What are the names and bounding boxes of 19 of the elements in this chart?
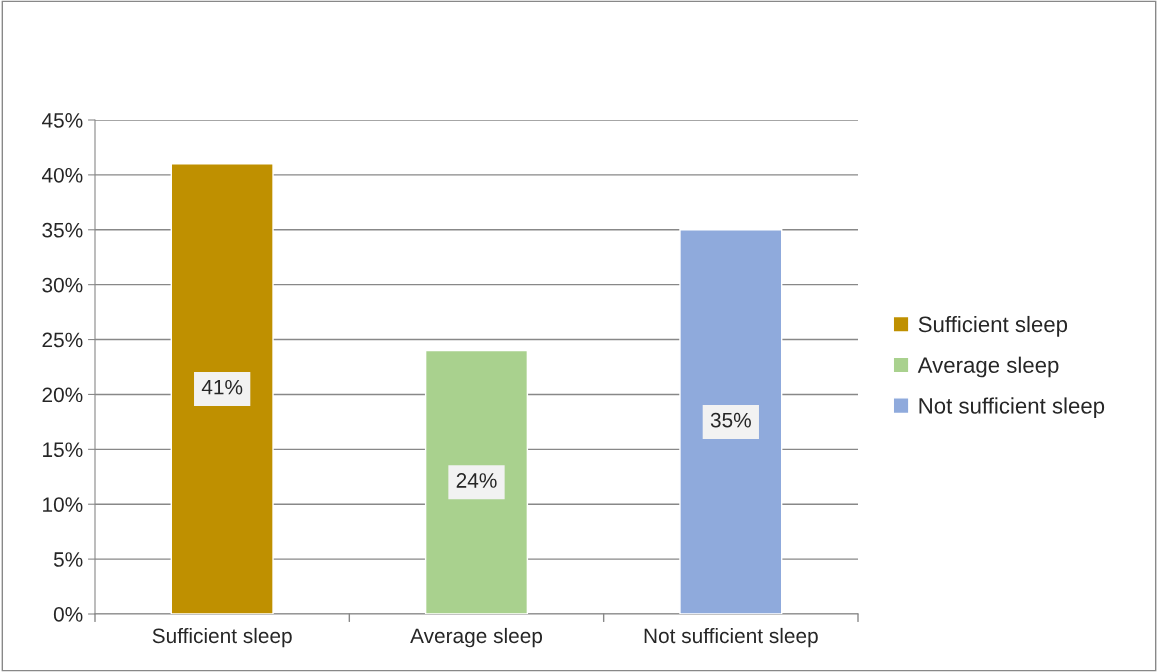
y-tick-label: 20% — [42, 387, 83, 403]
y-tick-label: 0% — [53, 607, 83, 622]
data-label: 41% — [201, 379, 243, 395]
x-tick-label: Sufficient sleep — [152, 627, 292, 648]
data-label: 35% — [710, 412, 751, 428]
y-tick-label: 45% — [41, 113, 83, 128]
legend-label: Average sleep — [917, 356, 1059, 378]
y-tick-label: 30% — [42, 277, 83, 293]
x-tick-label: Average sleep — [410, 627, 543, 648]
y-tick-label: 25% — [42, 332, 83, 348]
legend-label: Not sufficient sleep — [919, 397, 1105, 419]
y-tick-label: 35% — [42, 222, 83, 238]
x-tick-label: Not sufficient sleep — [644, 627, 818, 648]
y-tick-label: 40% — [41, 167, 83, 183]
y-tick-label: 15% — [43, 442, 83, 458]
legend-label: Sufficient sleep — [918, 315, 1068, 337]
data-label: 24% — [456, 473, 497, 488]
y-tick-label: 10% — [43, 497, 83, 512]
y-tick-label: 5% — [53, 552, 83, 567]
